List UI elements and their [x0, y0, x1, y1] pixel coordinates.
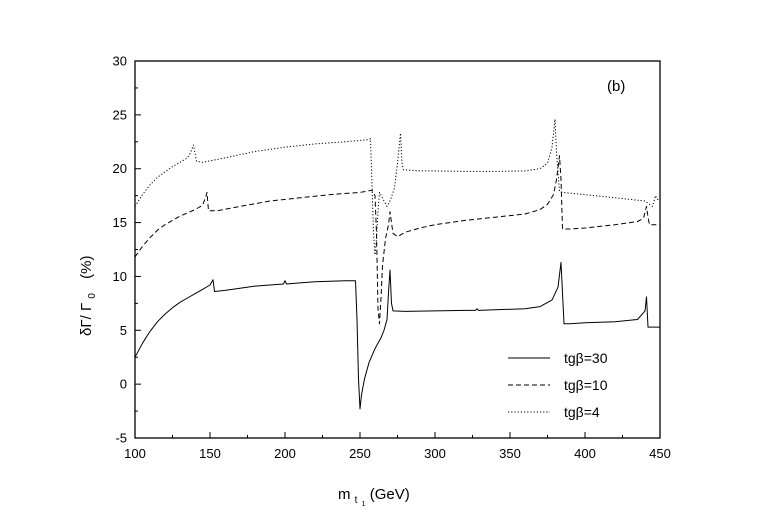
y-tick-label: 0: [120, 377, 127, 392]
y-tick-label: 15: [113, 215, 127, 230]
x-tick-label: 200: [274, 446, 296, 461]
x-axis-title-units: (GeV): [370, 486, 410, 503]
x-axis-title-subsub: 1: [362, 501, 366, 508]
y-tick-label: 25: [113, 107, 127, 122]
legend-label-1: tgβ=30: [564, 350, 608, 366]
y-axis-title-sub: 0: [87, 293, 98, 299]
y-tick-label: 20: [113, 161, 127, 176]
x-tick-label: 100: [124, 446, 146, 461]
series-line-3: [134, 118, 661, 256]
y-axis-title-units: (%): [78, 256, 95, 279]
series-line-2: [134, 155, 660, 325]
series-line-1: [134, 261, 660, 410]
x-tick-label: 450: [649, 446, 671, 461]
y-axis-title-main: δΓ/ Γ: [78, 303, 95, 336]
x-axis-title: m t 1 (GeV): [338, 486, 410, 510]
y-axis-title: δΓ/ Γ 0 (%): [78, 256, 99, 336]
plot-frame: [134, 60, 661, 439]
ticks-layer: 100 150 200 250 300 350 400 450 -5 0 5 10 15 20 25 30: [113, 54, 671, 462]
x-tick-label: 150: [199, 446, 221, 461]
panel-label: (b): [607, 78, 625, 95]
x-axis-title-main: m: [338, 486, 351, 503]
y-tick-label: 5: [120, 323, 127, 338]
legend: tgβ=30 tgβ=10 tgβ=4: [508, 350, 608, 420]
x-tick-label: 350: [499, 446, 521, 461]
x-tick-label: 400: [574, 446, 596, 461]
y-tick-label: 10: [113, 269, 127, 284]
y-tick-label: -5: [115, 431, 127, 446]
series-layer: [134, 118, 661, 410]
legend-label-2: tgβ=10: [564, 377, 608, 393]
x-tick-label: 250: [349, 446, 371, 461]
x-tick-label: 300: [424, 446, 446, 461]
x-axis-title-sub: t: [355, 495, 358, 506]
y-tick-label: 30: [113, 54, 127, 69]
legend-label-3: tgβ=4: [564, 404, 600, 420]
